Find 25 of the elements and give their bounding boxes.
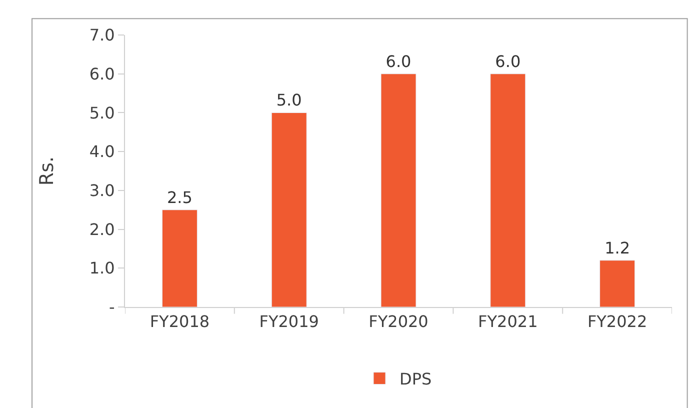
x-tick-label: FY2021: [478, 312, 538, 332]
data-label: 2.5: [166, 188, 192, 207]
y-tick-label: -: [109, 298, 115, 317]
bar: [380, 74, 416, 307]
y-tick-label: 4.0: [89, 142, 115, 162]
data-label: 5.0: [276, 90, 302, 110]
bar: [162, 210, 198, 307]
bar: [490, 74, 526, 307]
y-tick-label: 6.0: [89, 64, 115, 84]
bar: [271, 112, 307, 307]
y-tick-label: 3.0: [89, 181, 115, 200]
y-tick-label: 7.0: [89, 26, 115, 45]
data-label: 6.0: [495, 52, 521, 71]
x-tick-label: FY2018: [150, 312, 210, 332]
y-axis-title: Rs.: [36, 156, 58, 186]
data-label: 6.0: [386, 52, 412, 71]
y-tick-label: 2.0: [89, 220, 115, 239]
x-tick-label: FY2019: [259, 312, 319, 332]
data-label: 1.2: [604, 238, 630, 258]
x-tick-label: FY2022: [587, 312, 648, 332]
x-tick-label: FY2020: [368, 312, 428, 332]
y-tick-label: 1.0: [89, 258, 115, 278]
bar: [600, 260, 636, 307]
y-tick-label: 5.0: [89, 103, 115, 122]
legend-label: DPS: [400, 370, 432, 389]
